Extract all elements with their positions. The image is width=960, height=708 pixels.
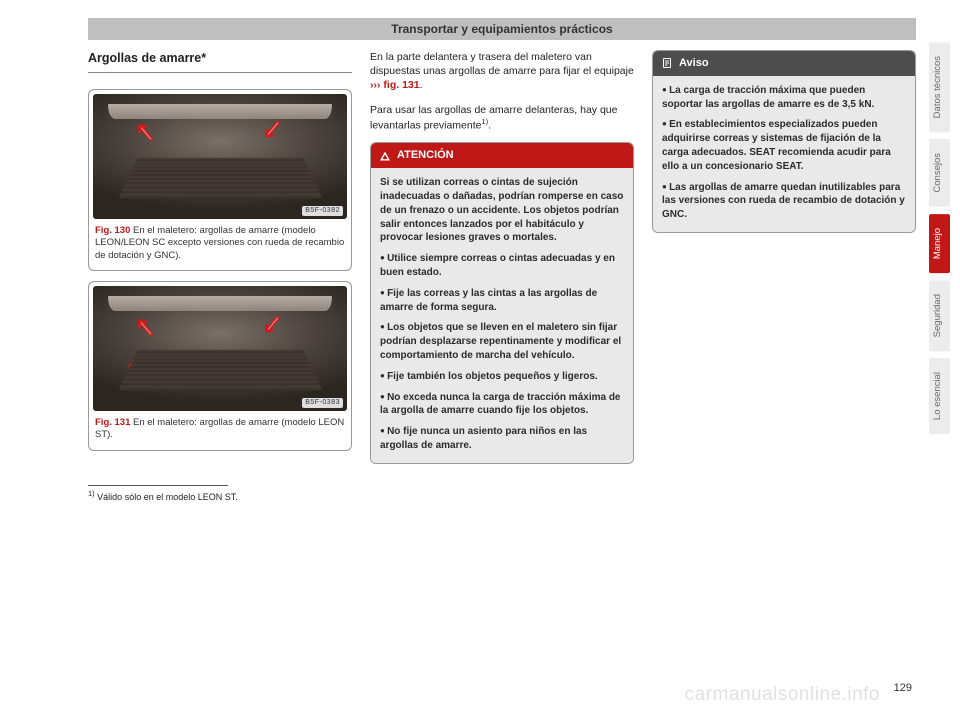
- tab-datos-tecnicos[interactable]: Datos técnicos: [929, 42, 950, 132]
- atencion-item: Utilice siempre correas o cintas adecuad…: [380, 252, 624, 280]
- info-note-icon: [661, 57, 673, 69]
- page-header-title: Transportar y equipamientos prácticos: [391, 22, 612, 36]
- aviso-body: La carga de tracción máxima que pueden s…: [653, 76, 915, 232]
- figure-131: B5F-0383 Fig. 131 En el maletero: argoll…: [88, 281, 352, 451]
- column-right: Aviso La carga de tracción máxima que pu…: [652, 50, 916, 503]
- aviso-item: La carga de tracción máxima que pueden s…: [662, 84, 906, 112]
- side-tabs: Datos técnicos Consejos Manejo Seguridad…: [929, 42, 950, 434]
- figure-131-badge: B5F-0383: [302, 398, 343, 407]
- tab-seguridad[interactable]: Seguridad: [929, 280, 950, 351]
- arrow-icon: [267, 354, 295, 382]
- body-p1-b: .: [420, 79, 423, 91]
- figure-130-caption: Fig. 130 En el maletero: argollas de ama…: [93, 223, 347, 266]
- column-middle: En la parte delantera y trasera del male…: [370, 50, 634, 503]
- page-number: 129: [894, 682, 912, 694]
- arrow-icon: [234, 155, 267, 188]
- footnote-marker: 1): [88, 489, 95, 498]
- atencion-item: Fije las correas y las cintas a las argo…: [380, 287, 624, 315]
- atencion-head: ATENCIÓN: [371, 143, 633, 168]
- footnote: 1) Válido sólo en el modelo LEON ST.: [88, 489, 352, 503]
- atencion-item: No exceda nunca la carga de tracción máx…: [380, 391, 624, 419]
- body-p2-b: .: [488, 119, 491, 131]
- body-paragraph-1: En la parte delantera y trasera del male…: [370, 50, 634, 93]
- figure-130-caption-text: En el maletero: argollas de amarre (mode…: [95, 225, 344, 261]
- figure-131-caption-text: En el maletero: argollas de amarre (mode…: [95, 417, 344, 440]
- atencion-title: ATENCIÓN: [397, 148, 454, 163]
- atencion-box: ATENCIÓN Si se utilizan correas o cintas…: [370, 142, 634, 463]
- figure-131-label: Fig. 131: [95, 417, 130, 428]
- footnote-rule: [88, 485, 228, 486]
- body-p1-figref: ››› fig. 131: [370, 79, 420, 91]
- column-left: Argollas de amarre* B5F-0382 Fig. 130 En…: [88, 50, 352, 503]
- figure-131-caption: Fig. 131 En el maletero: argollas de ama…: [93, 415, 347, 446]
- figure-130-image: B5F-0382: [93, 94, 347, 219]
- tab-manejo[interactable]: Manejo: [929, 214, 950, 273]
- atencion-item: No fije nunca un asiento para niños en l…: [380, 425, 624, 453]
- content-columns: Argollas de amarre* B5F-0382 Fig. 130 En…: [88, 50, 916, 503]
- footnote-block: 1) Válido sólo en el modelo LEON ST.: [88, 471, 352, 503]
- atencion-intro: Si se utilizan correas o cintas de sujec…: [380, 176, 624, 245]
- body-paragraph-2: Para usar las argollas de amarre delante…: [370, 103, 634, 133]
- arrow-icon: [125, 113, 162, 150]
- figure-130-badge: B5F-0382: [302, 206, 343, 215]
- figure-130: B5F-0382 Fig. 130 En el maletero: argoll…: [88, 89, 352, 271]
- atencion-item: Los objetos que se lleven en el maletero…: [380, 321, 624, 362]
- page-header-banner: Transportar y equipamientos prácticos: [88, 18, 916, 40]
- manual-page: Transportar y equipamientos prácticos Ar…: [0, 0, 960, 708]
- body-p2-a: Para usar las argollas de amarre delante…: [370, 104, 617, 132]
- arrow-icon: [252, 308, 289, 345]
- aviso-item: Las argollas de amarre quedan inutilizab…: [662, 181, 906, 222]
- arrow-icon: [252, 113, 289, 150]
- warning-triangle-icon: [379, 150, 391, 162]
- section-title: Argollas de amarre*: [88, 50, 352, 69]
- footnote-text: Válido sólo en el modelo LEON ST.: [95, 492, 238, 502]
- arrow-icon: [147, 155, 180, 188]
- section-rule: [88, 72, 352, 73]
- tab-consejos[interactable]: Consejos: [929, 139, 950, 207]
- body-p1-a: En la parte delantera y trasera del male…: [370, 51, 634, 77]
- aviso-head: Aviso: [653, 51, 915, 76]
- atencion-item: Fije también los objetos pequeños y lige…: [380, 370, 624, 384]
- aviso-item: En establecimientos especializados puede…: [662, 118, 906, 173]
- atencion-body: Si se utilizan correas o cintas de sujec…: [371, 168, 633, 463]
- figure-131-image: B5F-0383: [93, 286, 347, 411]
- arrow-icon: [120, 354, 148, 382]
- tab-lo-esencial[interactable]: Lo esencial: [929, 358, 950, 434]
- watermark: carmanualsonline.info: [685, 684, 880, 706]
- aviso-box: Aviso La carga de tracción máxima que pu…: [652, 50, 916, 233]
- arrow-icon: [125, 308, 162, 345]
- figure-130-label: Fig. 130: [95, 225, 130, 236]
- aviso-title: Aviso: [679, 56, 709, 71]
